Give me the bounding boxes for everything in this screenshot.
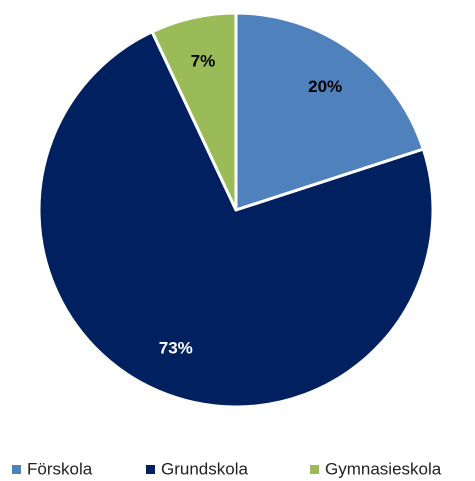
data-label: 20% (308, 77, 342, 96)
data-label: 73% (159, 339, 193, 358)
pie-slice (37, 30, 435, 409)
legend-swatch (146, 465, 155, 474)
legend-label: Gymnasieskola (325, 459, 442, 478)
pie-slice (234, 11, 425, 212)
legend-swatch (12, 465, 21, 474)
pie-slice (150, 11, 238, 212)
legend-label: Förskola (27, 459, 93, 478)
legend-label: Grundskola (161, 459, 248, 478)
data-label: 7% (191, 51, 216, 70)
legend-swatch (310, 465, 319, 474)
